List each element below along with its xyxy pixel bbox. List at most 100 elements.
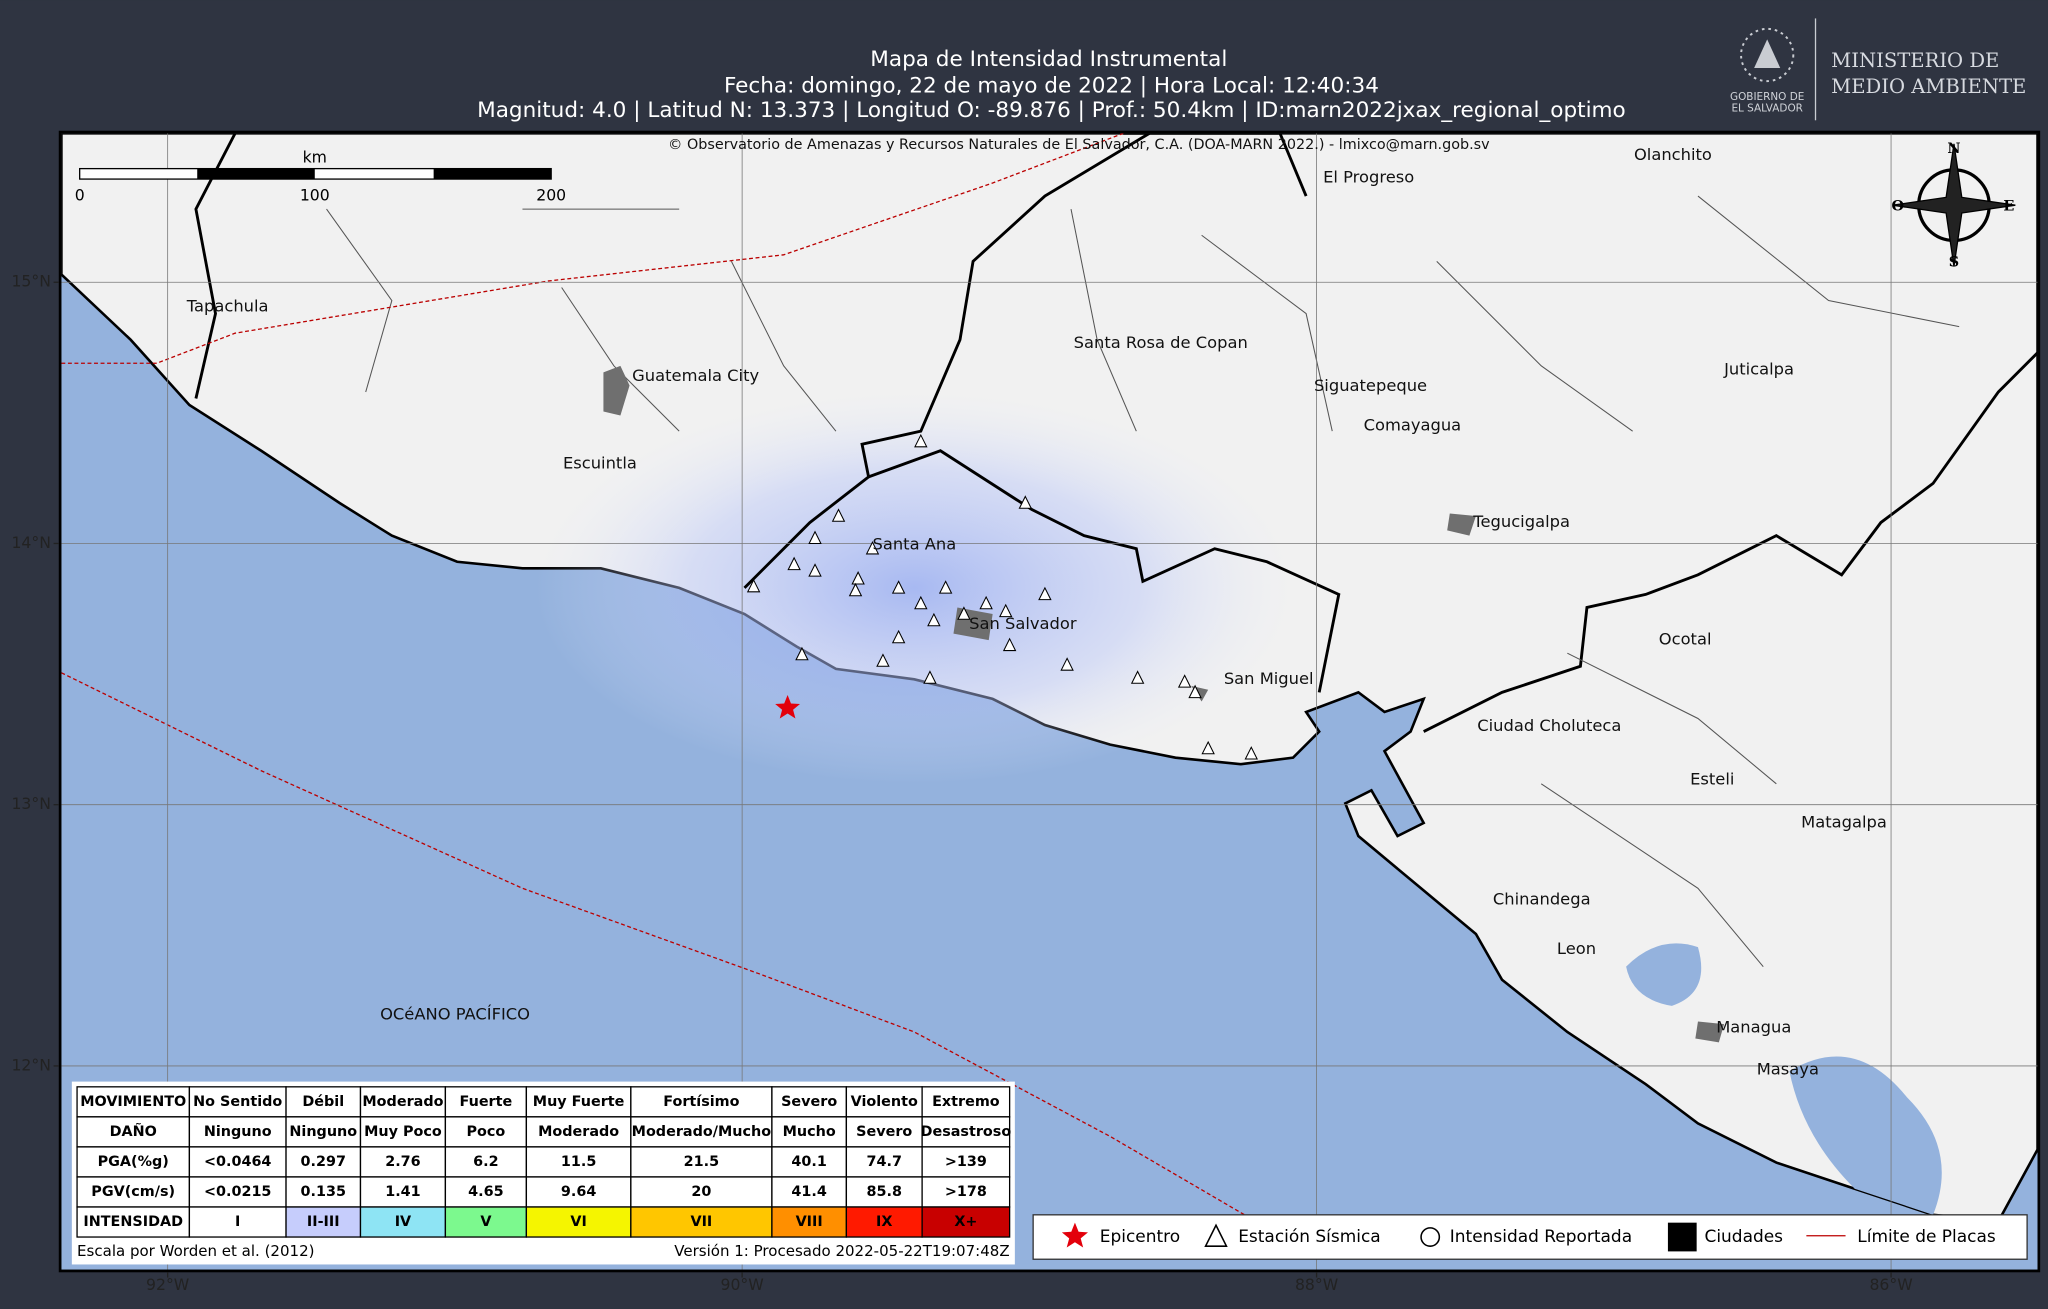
legend-label: Epicentro: [1100, 1227, 1180, 1247]
table-cell: [921, 1116, 1011, 1148]
table-text: Moderado/Mucho: [632, 1124, 772, 1140]
table-text: Poco: [466, 1124, 505, 1140]
table-cell: [359, 1086, 447, 1118]
table-text: MOVIMIENTO: [80, 1094, 186, 1110]
table-text: PGV(cm/s): [91, 1184, 175, 1200]
station: [998, 603, 1013, 618]
ministry-text: MINISTERIO DE: [1831, 49, 1999, 72]
station: [914, 595, 928, 610]
table-cell: [76, 1206, 191, 1238]
station: [831, 508, 846, 522]
table-text: Violento: [851, 1094, 918, 1110]
compass-label: O: [1892, 199, 1905, 215]
table-cell: [76, 1086, 191, 1118]
table-cell: [285, 1206, 362, 1238]
table-text: IV: [395, 1214, 412, 1230]
table-cell: [444, 1116, 528, 1148]
table-text: 74.7: [867, 1154, 902, 1170]
table-text: IX: [876, 1214, 892, 1230]
table-text: Mucho: [783, 1124, 836, 1140]
station: [851, 571, 865, 585]
table-cell: [188, 1086, 287, 1118]
event-line: Magnitud: 4.0 | Latitud N: 13.373 | Long…: [477, 98, 1626, 123]
table-text: 21.5: [684, 1154, 719, 1170]
table-cell: [630, 1116, 773, 1148]
compass: N O E S: [1892, 141, 2016, 271]
legend-epicenter: [1061, 1222, 1088, 1248]
table-text: 0.297: [301, 1154, 346, 1170]
table-text: Muy Poco: [364, 1124, 442, 1140]
lake: [1789, 1056, 1942, 1215]
station: [876, 653, 890, 667]
place-label: Siguatepeque: [1314, 376, 1427, 395]
station: [891, 580, 906, 594]
station: [795, 646, 809, 661]
x-tick-label: 86°W: [1869, 1275, 1912, 1294]
station: [865, 541, 880, 555]
table-cell: [845, 1206, 923, 1238]
table-text: <0.0464: [204, 1154, 271, 1170]
place-label: Masaya: [1757, 1059, 1819, 1078]
ministry-text: MEDIO AMBIENTE: [1831, 75, 2026, 98]
station: [923, 670, 937, 684]
y-tick-label: 13°N: [11, 794, 50, 813]
table-text: DAÑO: [110, 1123, 157, 1140]
station: [1018, 495, 1033, 509]
footer-right: Versión 1: Procesado 2022-05-22T19:07:48…: [674, 1242, 1009, 1260]
station: [787, 556, 801, 571]
table-text: I: [235, 1214, 240, 1230]
place-label: Managua: [1716, 1018, 1791, 1037]
table-text: 85.8: [867, 1184, 902, 1200]
station: [979, 595, 993, 610]
table-text: 9.64: [561, 1184, 596, 1200]
table-cell: [771, 1206, 848, 1238]
station: [927, 612, 941, 627]
table-cell: [630, 1176, 773, 1208]
place-label: Chinandega: [1493, 890, 1591, 909]
legend-city: [1667, 1222, 1697, 1252]
table-text: Fuerte: [460, 1094, 513, 1110]
y-tick-label: 15°N: [11, 272, 50, 291]
table-text: <0.0215: [204, 1184, 271, 1200]
place-label: San Miguel: [1224, 669, 1314, 688]
place-label: Escuintla: [563, 453, 637, 472]
table-text: 11.5: [561, 1154, 596, 1170]
table-text: No Sentido: [193, 1094, 282, 1110]
station: [1002, 637, 1017, 652]
legend-label: Estación Sísmica: [1238, 1227, 1381, 1247]
scale-label: 100: [300, 186, 330, 205]
table-cell: [525, 1116, 632, 1148]
station: [1177, 674, 1192, 688]
emblem: [1740, 27, 1795, 83]
place-label: Tegucigalpa: [1472, 512, 1570, 531]
footer-left: Escala por Worden et al. (2012): [77, 1242, 314, 1260]
table-text: VIII: [796, 1214, 823, 1230]
table-text: Ninguno: [289, 1124, 357, 1140]
border: [743, 133, 1151, 589]
station: [808, 530, 822, 545]
station: [938, 580, 953, 594]
legend-station: [1204, 1223, 1228, 1247]
station: [1201, 740, 1215, 755]
compass-label: N: [1947, 141, 1960, 157]
legend-label: Ciudades: [1704, 1227, 1783, 1247]
scale-label: 0: [75, 186, 85, 205]
station: [1060, 657, 1074, 671]
station: [808, 563, 822, 577]
table-cell: [771, 1086, 848, 1118]
x-tick-label: 88°W: [1295, 1275, 1338, 1294]
table-text: 40.1: [791, 1154, 826, 1170]
table-cell: [359, 1176, 447, 1208]
table-text: Moderado: [362, 1094, 443, 1110]
table-text: 2.76: [385, 1154, 420, 1170]
station: [957, 606, 971, 620]
station: [1038, 586, 1052, 601]
table-cell: [285, 1146, 362, 1178]
station: [1130, 670, 1145, 684]
place-label: Ocotal: [1659, 630, 1712, 649]
ocean-label: OCéANO PACÍFICO: [380, 1004, 530, 1023]
compass-star: [1892, 143, 2016, 267]
table-cell: [525, 1146, 632, 1178]
